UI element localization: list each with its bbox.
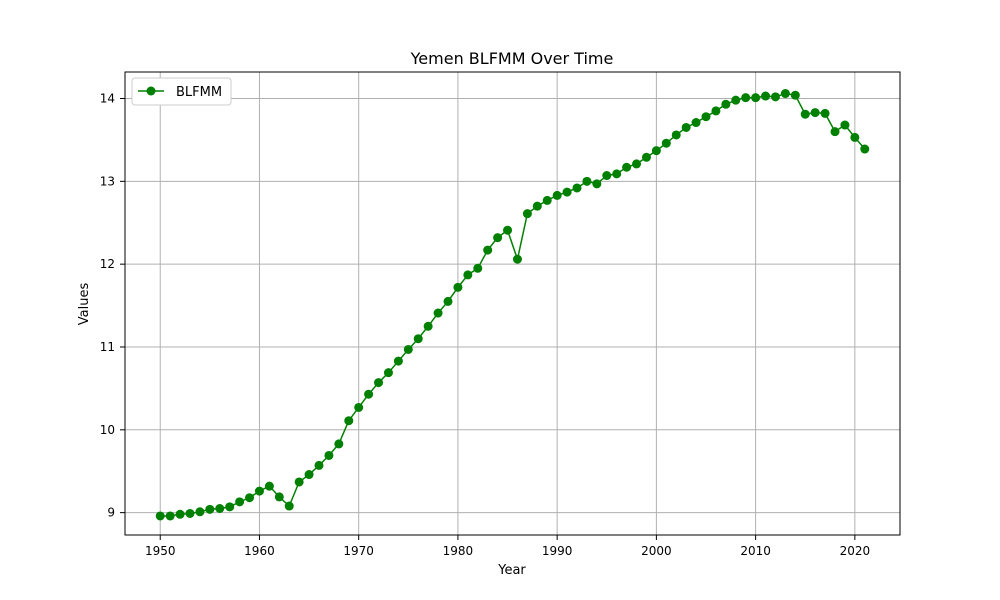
data-point xyxy=(324,451,333,460)
data-point xyxy=(761,92,770,101)
data-point xyxy=(821,109,830,118)
data-point xyxy=(434,309,443,318)
data-point xyxy=(573,183,582,192)
y-tick-label: 14 xyxy=(100,92,115,106)
data-point xyxy=(642,153,651,162)
data-point xyxy=(473,264,482,273)
data-point xyxy=(582,177,591,186)
data-point xyxy=(334,439,343,448)
plot-area-frame xyxy=(125,72,900,535)
data-point xyxy=(443,297,452,306)
data-point xyxy=(702,112,711,121)
data-point xyxy=(205,505,214,514)
data-point xyxy=(602,171,611,180)
data-point xyxy=(275,492,284,501)
data-point xyxy=(731,96,740,105)
x-tick-label: 1980 xyxy=(443,544,474,558)
y-tick-label: 9 xyxy=(107,506,115,520)
data-point xyxy=(156,511,165,520)
data-point xyxy=(394,357,403,366)
data-point xyxy=(533,202,542,211)
data-point xyxy=(523,209,532,218)
data-point xyxy=(781,89,790,98)
y-tick-label: 10 xyxy=(100,423,115,437)
x-tick-label: 2020 xyxy=(840,544,871,558)
data-point xyxy=(543,196,552,205)
axis-ticks: 1950 1960 1970 1980 1990 2000 2010 2020 9 10 11 12 1… xyxy=(100,92,870,558)
data-point xyxy=(741,93,750,102)
y-tick-label: 13 xyxy=(100,174,115,188)
x-tick-label: 1970 xyxy=(343,544,374,558)
data-point xyxy=(265,482,274,491)
data-point xyxy=(414,334,423,343)
x-tick-label: 2010 xyxy=(740,544,771,558)
data-point xyxy=(314,461,323,470)
data-point xyxy=(711,106,720,115)
data-point xyxy=(563,188,572,197)
data-point xyxy=(225,502,234,511)
data-point xyxy=(404,345,413,354)
y-tick-label: 11 xyxy=(100,340,115,354)
data-point xyxy=(245,493,254,502)
data-point xyxy=(850,133,859,142)
data-point xyxy=(553,191,562,200)
data-point xyxy=(354,403,363,412)
series-line-blfmm xyxy=(160,94,865,516)
x-axis-label: Year xyxy=(497,563,526,578)
chart-title: Yemen BLFMM Over Time xyxy=(410,49,614,68)
data-point xyxy=(503,226,512,235)
data-point xyxy=(493,233,502,242)
data-point xyxy=(483,246,492,255)
data-point xyxy=(860,145,869,154)
data-point xyxy=(662,139,671,148)
data-point xyxy=(801,110,810,119)
y-axis-label: Values xyxy=(77,283,92,326)
legend-marker-swatch xyxy=(147,87,156,96)
data-point xyxy=(840,121,849,130)
data-point xyxy=(255,487,264,496)
data-point xyxy=(632,159,641,168)
data-point xyxy=(652,146,661,155)
x-tick-label: 1960 xyxy=(244,544,275,558)
data-point xyxy=(622,163,631,172)
data-point xyxy=(344,416,353,425)
legend: BLFMM xyxy=(132,78,231,105)
data-point xyxy=(751,93,760,102)
data-point xyxy=(811,108,820,117)
data-point xyxy=(195,507,204,516)
data-point xyxy=(215,504,224,513)
data-point xyxy=(721,100,730,109)
y-tick-label: 12 xyxy=(100,257,115,271)
data-point xyxy=(185,509,194,518)
data-point xyxy=(424,322,433,331)
grid xyxy=(125,72,900,535)
data-point xyxy=(463,270,472,279)
data-point xyxy=(295,477,304,486)
data-point xyxy=(771,92,780,101)
data-point xyxy=(384,368,393,377)
data-point xyxy=(364,390,373,399)
data-point xyxy=(592,179,601,188)
legend-label: BLFMM xyxy=(176,85,222,100)
data-point xyxy=(831,127,840,136)
data-point xyxy=(672,130,681,139)
series-layer xyxy=(156,89,870,520)
data-point xyxy=(453,283,462,292)
data-point xyxy=(305,470,314,479)
data-point xyxy=(692,118,701,127)
data-point xyxy=(235,497,244,506)
x-tick-label: 2000 xyxy=(641,544,672,558)
data-point xyxy=(682,123,691,132)
data-point xyxy=(166,511,175,520)
data-point xyxy=(791,91,800,100)
data-point xyxy=(176,510,185,519)
x-tick-label: 1950 xyxy=(145,544,176,558)
data-point xyxy=(612,169,621,178)
data-point xyxy=(374,378,383,387)
data-point xyxy=(513,255,522,264)
x-tick-label: 1990 xyxy=(542,544,573,558)
data-point xyxy=(285,502,294,511)
